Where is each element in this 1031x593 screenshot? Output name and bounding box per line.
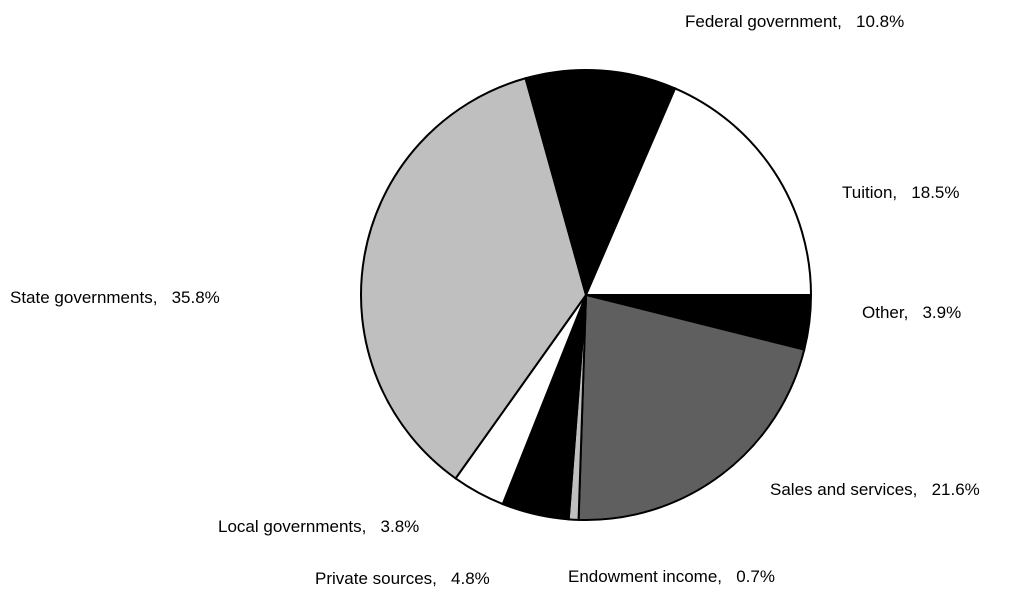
slice-label-state-governments: State governments, 35.8% — [10, 288, 220, 307]
pie-labels: Other, 3.9% Sales and services, 21.6% Endo… — [10, 12, 980, 588]
pie-slice-federal-government — [524, 69, 677, 298]
slice-label-endowment-income: Endowment income, 0.7% — [568, 567, 775, 586]
slice-label-local-governments: Local governments, 3.8% — [218, 517, 419, 536]
pie-slice-sales-and-services — [577, 293, 806, 521]
pie-slice-state-governments — [360, 77, 588, 480]
slice-label-private-sources: Private sources, 4.8% — [315, 569, 490, 588]
slice-label-other: Other, 3.9% — [862, 303, 961, 322]
slice-label-sales-and-services: Sales and services, 21.6% — [770, 480, 980, 499]
pie-slices — [360, 69, 813, 521]
slice-label-federal-government: Federal government, 10.8% — [685, 12, 904, 31]
slice-label-tuition: Tuition, 18.5% — [842, 183, 960, 202]
pie-slice-tuition — [584, 87, 813, 296]
